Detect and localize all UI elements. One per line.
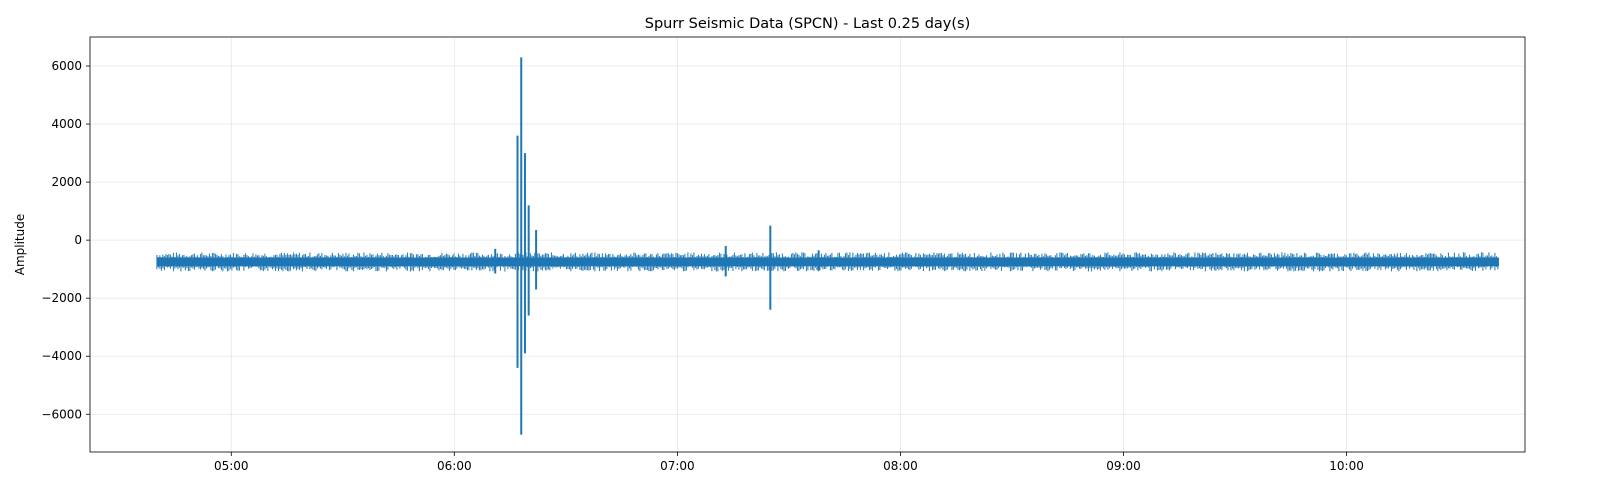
chart-title: Spurr Seismic Data (SPCN) - Last 0.25 da…: [645, 16, 970, 32]
waveform-noise-band: [156, 257, 1499, 267]
grid: [90, 37, 1525, 452]
y-tick-label: −4000: [41, 349, 82, 363]
y-tick-label: 6000: [51, 59, 82, 73]
waveform-jitter: [156, 252, 1499, 272]
y-tick-label: 2000: [51, 175, 82, 189]
y-axis-label: Amplitude: [13, 214, 27, 276]
series-area: [156, 57, 1499, 435]
y-tick-label: 4000: [51, 117, 82, 131]
ticks: 05:00 06:00 07:00 08:00 09:00 10:00 6000 4000 20…: [41, 59, 1363, 473]
x-tick-label: 05:00: [214, 459, 249, 473]
y-tick-label: −2000: [41, 291, 82, 305]
plot-frame: [89, 36, 1526, 453]
x-tick-label: 07:00: [660, 459, 695, 473]
x-tick-label: 10:00: [1329, 459, 1364, 473]
x-tick-label: 09:00: [1106, 459, 1141, 473]
x-tick-label: 06:00: [437, 459, 472, 473]
y-tick-label: 0: [74, 233, 82, 247]
x-tick-label: 08:00: [883, 459, 918, 473]
y-tick-label: −6000: [41, 407, 82, 421]
